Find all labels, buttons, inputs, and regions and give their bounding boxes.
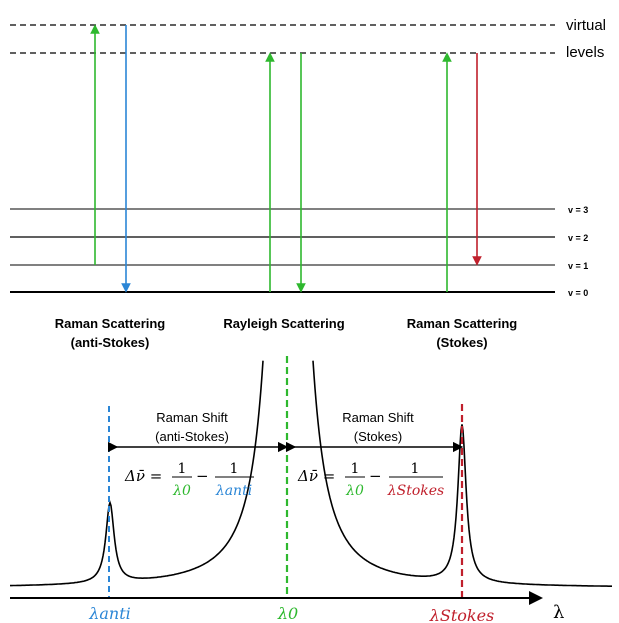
formula-stokes-minus: − xyxy=(369,467,382,485)
levels-label: levels xyxy=(566,44,604,61)
label-raman-stokes-1: Raman Scattering xyxy=(407,316,518,331)
formula-stokes-one-b: 1 xyxy=(411,461,420,477)
tick-lambda-anti: λanti xyxy=(88,604,131,623)
shift-label-anti-1: Raman Shift xyxy=(156,410,228,425)
formula-stokes-delta: Δν̄ = xyxy=(297,467,335,485)
formula-anti-one-b: 1 xyxy=(230,461,239,477)
virtual-label: virtual xyxy=(566,17,606,34)
tick-lambda-stokes: λStokes xyxy=(429,606,495,623)
label-raman-stokes-2: (Stokes) xyxy=(436,335,487,350)
shift-label-stokes-2: (Stokes) xyxy=(354,429,402,444)
x-axis-symbol: λ xyxy=(553,602,564,623)
formula-anti-lambda0: λ0 xyxy=(172,483,191,499)
formula-anti-one-a: 1 xyxy=(178,461,187,477)
formula-anti-minus: − xyxy=(196,467,209,485)
label-v3: v = 3 xyxy=(568,205,588,215)
label-v1: v = 1 xyxy=(568,261,588,271)
label-v2: v = 2 xyxy=(568,233,588,243)
formula-anti-delta: Δν̄ = xyxy=(124,467,162,485)
formula-stokes-one-a: 1 xyxy=(351,461,360,477)
label-rayleigh: Rayleigh Scattering xyxy=(223,316,344,331)
shift-label-anti-2: (anti-Stokes) xyxy=(155,429,229,444)
formula-stokes-lambda0: λ0 xyxy=(345,483,364,499)
formula-stokes: Δν̄ = 1 λ0 − 1 λStokes xyxy=(297,461,444,499)
shift-label-stokes-1: Raman Shift xyxy=(342,410,414,425)
formula-anti: Δν̄ = 1 λ0 − 1 λanti xyxy=(124,461,254,499)
formula-stokes-lambda-stokes: λStokes xyxy=(387,483,444,499)
formula-anti-lambda-anti: λanti xyxy=(215,483,252,499)
tick-lambda0: λ0 xyxy=(277,604,298,623)
label-raman-anti-2: (anti-Stokes) xyxy=(71,335,150,350)
label-raman-anti-1: Raman Scattering xyxy=(55,316,166,331)
label-v0: v = 0 xyxy=(568,288,588,298)
